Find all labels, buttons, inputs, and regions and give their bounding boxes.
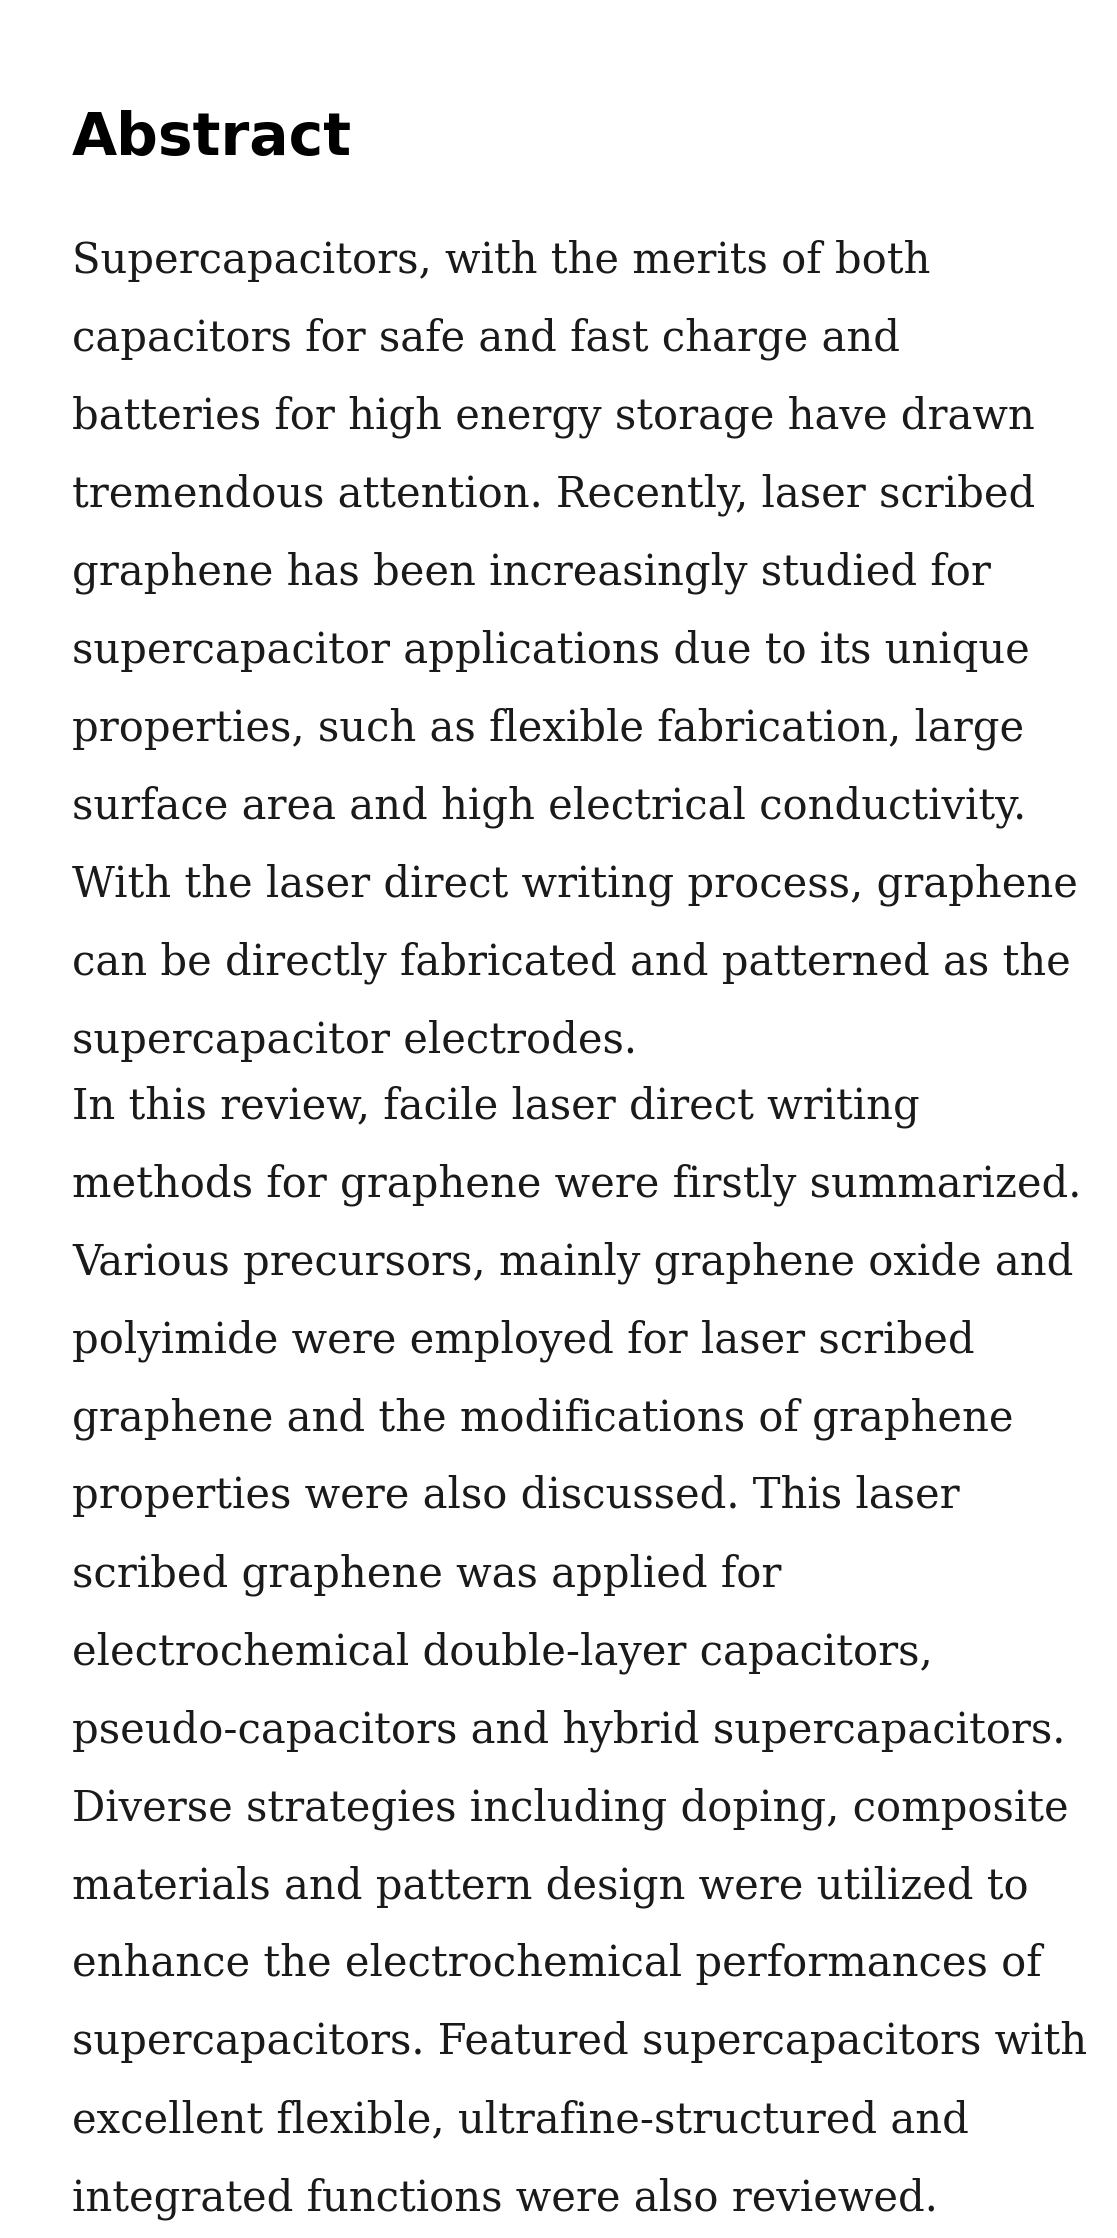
Text: tremendous attention. Recently, laser scribed: tremendous attention. Recently, laser sc… — [71, 474, 1035, 517]
Text: graphene and the modifications of graphene: graphene and the modifications of graphe… — [71, 1397, 1013, 1439]
Text: pseudo-capacitors and hybrid supercapacitors.: pseudo-capacitors and hybrid supercapaci… — [71, 1710, 1066, 1752]
Text: In this review, facile laser direct writing: In this review, facile laser direct writ… — [71, 1085, 919, 1128]
Text: can be directly fabricated and patterned as the: can be directly fabricated and patterned… — [71, 942, 1071, 985]
Text: surface area and high electrical conductivity.: surface area and high electrical conduct… — [71, 786, 1027, 828]
Text: excellent flexible, ultrafine-structured and: excellent flexible, ultrafine-structured… — [71, 2099, 968, 2142]
Text: Supercapacitors, with the merits of both: Supercapacitors, with the merits of both — [71, 239, 930, 282]
Text: electrochemical double-layer capacitors,: electrochemical double-layer capacitors, — [71, 1632, 933, 1674]
Text: materials and pattern design were utilized to: materials and pattern design were utiliz… — [71, 1864, 1029, 1907]
Text: capacitors for safe and fast charge and: capacitors for safe and fast charge and — [71, 318, 900, 360]
Text: integrated functions were also reviewed.: integrated functions were also reviewed. — [71, 2178, 938, 2220]
Text: enhance the electrochemical performances of: enhance the electrochemical performances… — [71, 1943, 1042, 1985]
Text: supercapacitors. Featured supercapacitors with: supercapacitors. Featured supercapacitor… — [71, 2021, 1087, 2063]
Text: methods for graphene were firstly summarized.: methods for graphene were firstly summar… — [71, 1164, 1081, 1206]
Text: polyimide were employed for laser scribed: polyimide were employed for laser scribe… — [71, 1318, 975, 1361]
Text: Abstract: Abstract — [71, 110, 352, 168]
Text: Diverse strategies including doping, composite: Diverse strategies including doping, com… — [71, 1786, 1069, 1828]
Text: supercapacitor applications due to its unique: supercapacitor applications due to its u… — [71, 631, 1030, 671]
Text: properties were also discussed. This laser: properties were also discussed. This las… — [71, 1475, 960, 1517]
Text: graphene has been increasingly studied for: graphene has been increasingly studied f… — [71, 553, 991, 595]
Text: scribed graphene was applied for: scribed graphene was applied for — [71, 1553, 782, 1596]
Text: batteries for high energy storage have drawn: batteries for high energy storage have d… — [71, 396, 1034, 439]
Text: With the laser direct writing process, graphene: With the laser direct writing process, g… — [71, 864, 1078, 906]
Text: Various precursors, mainly graphene oxide and: Various precursors, mainly graphene oxid… — [71, 1242, 1073, 1285]
Text: properties, such as flexible fabrication, large: properties, such as flexible fabrication… — [71, 707, 1024, 750]
Text: supercapacitor electrodes.: supercapacitor electrodes. — [71, 1021, 637, 1063]
